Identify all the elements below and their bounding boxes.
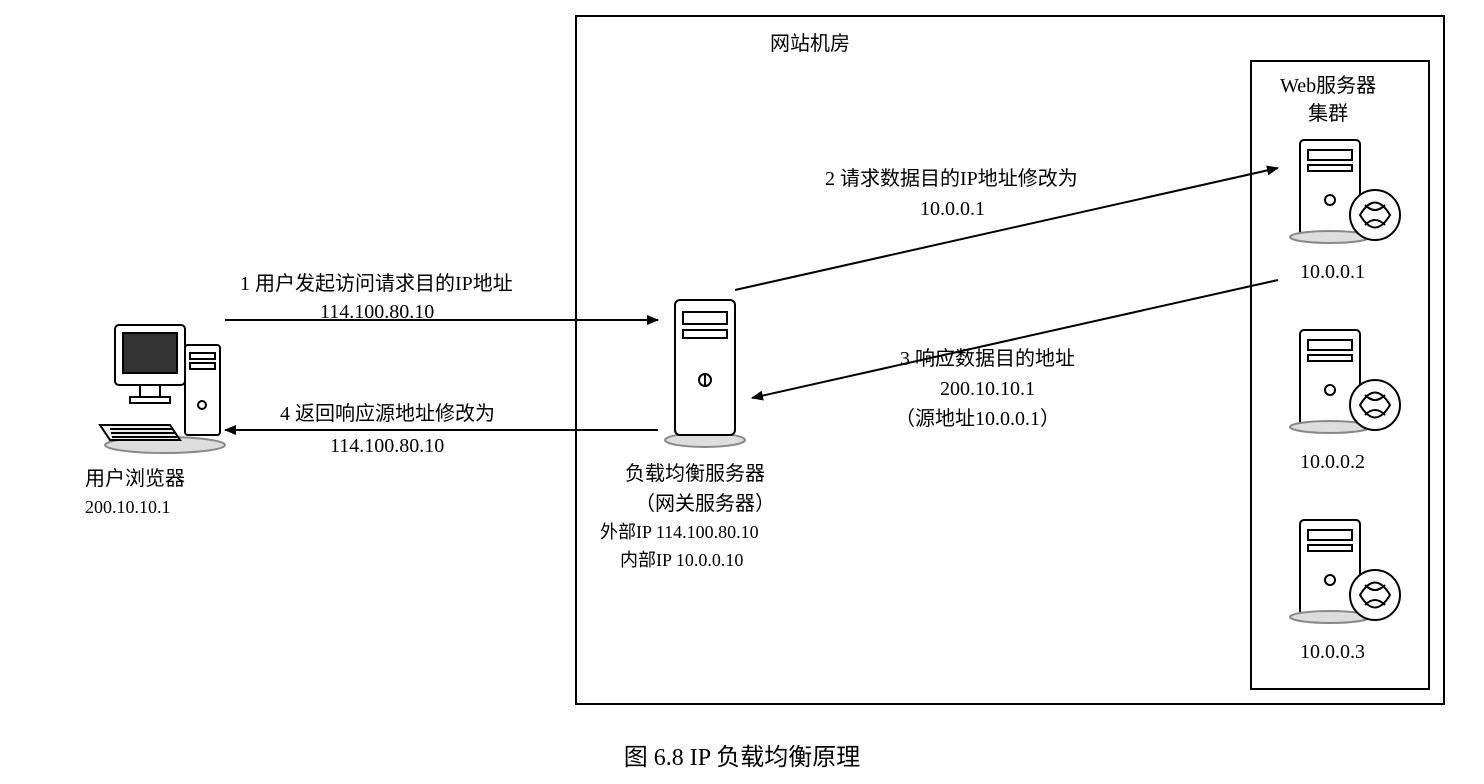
arrow2-text1: 2 请求数据目的IP地址修改为 [825,165,1078,193]
arrow3-text2: 200.10.10.1 [940,375,1035,403]
diagram-root: 网站机房 Web服务器 集群 10.0.0.1 [0,0,1484,784]
balancer-title: 负载均衡服务器 [625,460,765,488]
client-pc-icon [95,305,235,455]
web-server-3-icon [1280,510,1410,630]
balancer-ext-ip: 外部IP 114.100.80.10 [600,520,759,545]
cluster-label: Web服务器 集群 [1280,72,1376,128]
arrow2-text2: 10.0.0.1 [920,195,985,223]
balancer-icon [660,290,750,450]
web-server-2-icon [1280,320,1410,440]
web-server-1-icon [1280,130,1410,250]
arrow3-text1: 3 响应数据目的地址 [900,345,1075,373]
arrow1-text2: 114.100.80.10 [320,298,434,326]
client-ip: 200.10.10.1 [85,495,171,520]
arrow1-text1: 1 用户发起访问请求目的IP地址 [240,270,513,298]
web-server-1-ip: 10.0.0.1 [1300,258,1365,286]
datacenter-label: 网站机房 [770,30,850,58]
client-title: 用户浏览器 [85,465,185,493]
balancer-int-ip: 内部IP 10.0.0.10 [620,548,743,573]
arrow4-text2: 114.100.80.10 [330,432,444,460]
web-server-2-ip: 10.0.0.2 [1300,448,1365,476]
figure-caption: 图 6.8 IP 负载均衡原理 [624,737,860,772]
balancer-subtitle: （网关服务器） [635,490,775,518]
arrow3-text3: （源地址10.0.0.1） [895,405,1060,433]
arrow4-text1: 4 返回响应源地址修改为 [280,400,495,428]
web-server-3-ip: 10.0.0.3 [1300,638,1365,666]
